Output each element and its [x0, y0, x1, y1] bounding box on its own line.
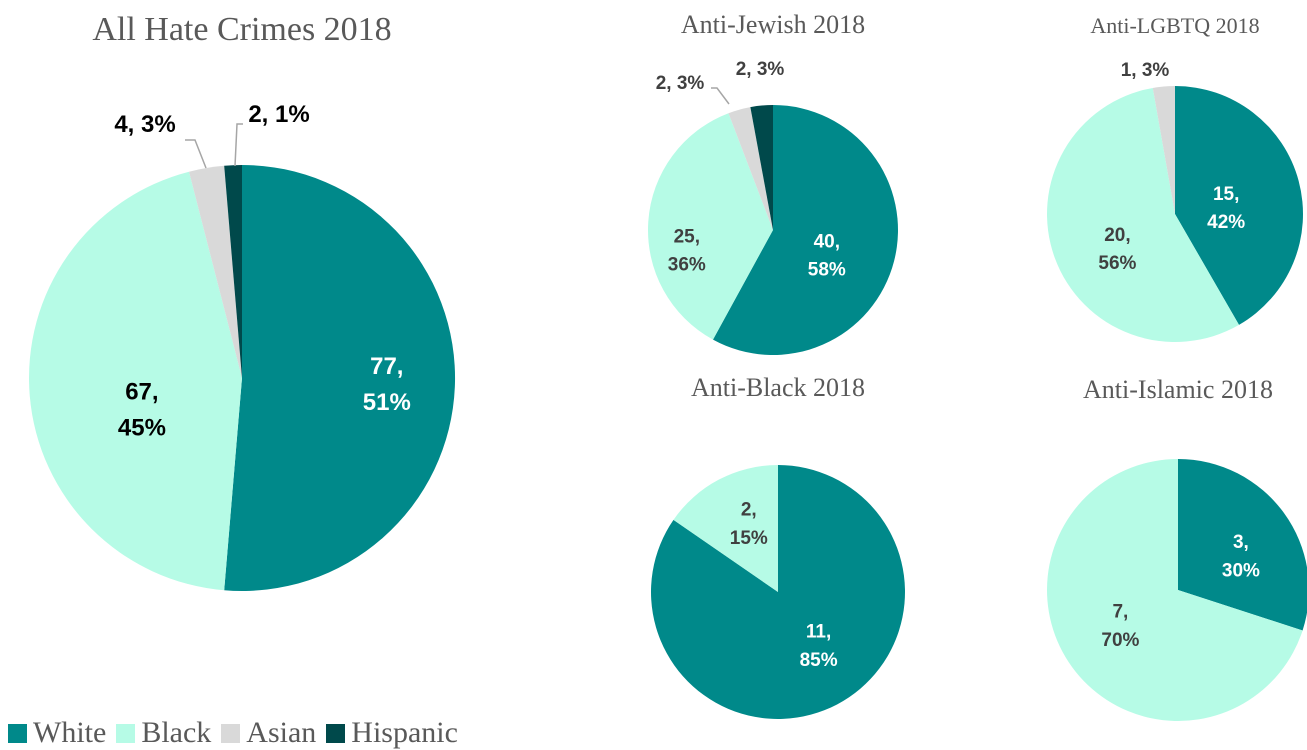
- data-label-black: 67, 45%: [118, 379, 166, 442]
- legend-label-hispanic: Hispanic: [351, 716, 458, 749]
- data-label-black: 20, 56%: [1098, 225, 1136, 274]
- pie-chart-anti-islamic-2018: Anti-Islamic 2018 3, 30% 7, 70%: [1047, 375, 1307, 721]
- pie-slice-black: [1047, 459, 1303, 721]
- pie-slice-white: [224, 165, 456, 591]
- data-label-black: 2, 15%: [730, 500, 768, 549]
- chart-title: Anti-Jewish 2018: [681, 10, 865, 39]
- legend-label-asian: Asian: [246, 716, 317, 749]
- pie-slice-asian: [1152, 85, 1175, 214]
- pie-chart-anti-lgbtq-2018: Anti-LGBTQ 2018 15, 42% 20, 56% 1, 3%: [1047, 13, 1303, 342]
- data-label-asian: 1, 3%: [1121, 60, 1170, 81]
- chart-title: All Hate Crimes 2018: [92, 11, 391, 48]
- pie-slice-white: [1175, 86, 1303, 325]
- chart-title: Anti-Black 2018: [691, 373, 865, 402]
- legend-label-white: White: [33, 716, 107, 749]
- pie-slice-black: [29, 171, 242, 591]
- data-label-asian: 4, 3%: [114, 111, 175, 138]
- pie-slice-white: [1178, 459, 1307, 631]
- data-label-asian: 2, 3%: [656, 73, 705, 94]
- legend-swatch-black: [116, 723, 136, 743]
- legend-item-asian: Asian: [221, 716, 316, 750]
- legend-item-white: White: [8, 716, 106, 750]
- legend: White Black Asian Hispanic: [8, 716, 468, 750]
- data-label-white: 3, 30%: [1222, 532, 1260, 581]
- pie-chart-all-hate-crimes-2018: All Hate Crimes 2018 77, 51% 67, 45% 4, 3% 2, …: [29, 11, 456, 591]
- data-label-white: 77, 51%: [363, 353, 411, 416]
- data-label-hispanic: 2, 1%: [248, 101, 309, 128]
- pie-slice-black: [647, 113, 773, 340]
- pie-chart-anti-black-2018: Anti-Black 2018 11, 85% 2, 15%: [651, 373, 906, 719]
- pie-slice-black: [1047, 87, 1239, 342]
- pie-slice-asian: [728, 107, 773, 230]
- data-label-black: 7, 70%: [1101, 602, 1139, 651]
- data-label-white: 15, 42%: [1207, 184, 1245, 233]
- legend-swatch-white: [8, 723, 27, 743]
- pie-slice-hispanic: [224, 165, 242, 378]
- label-leader-line: [185, 139, 207, 169]
- legend-swatch-asian: [221, 723, 241, 743]
- pie-slice-white: [651, 465, 906, 719]
- legend-item-hispanic: Hispanic: [326, 716, 458, 750]
- data-label-white: 11, 85%: [800, 622, 838, 671]
- pie-slice-black: [673, 465, 778, 592]
- chart-title: Anti-Islamic 2018: [1083, 375, 1273, 404]
- pie-slice-asian: [189, 165, 242, 378]
- legend-label-black: Black: [141, 716, 212, 749]
- pie-slice-hispanic: [750, 105, 773, 230]
- label-leader-line: [234, 123, 243, 167]
- data-label-hispanic: 2, 3%: [736, 59, 785, 80]
- pie-slice-white: [712, 105, 898, 355]
- data-label-white: 40, 58%: [808, 231, 846, 280]
- pie-chart-anti-jewish-2018: Anti-Jewish 2018 40, 58% 25, 36% 2, 3% 2, 3%: [647, 10, 898, 355]
- label-leader-line: [711, 87, 730, 105]
- legend-swatch-hispanic: [326, 723, 346, 743]
- data-label-black: 25, 36%: [668, 226, 706, 275]
- legend-item-black: Black: [116, 716, 211, 750]
- chart-title: Anti-LGBTQ 2018: [1090, 13, 1259, 38]
